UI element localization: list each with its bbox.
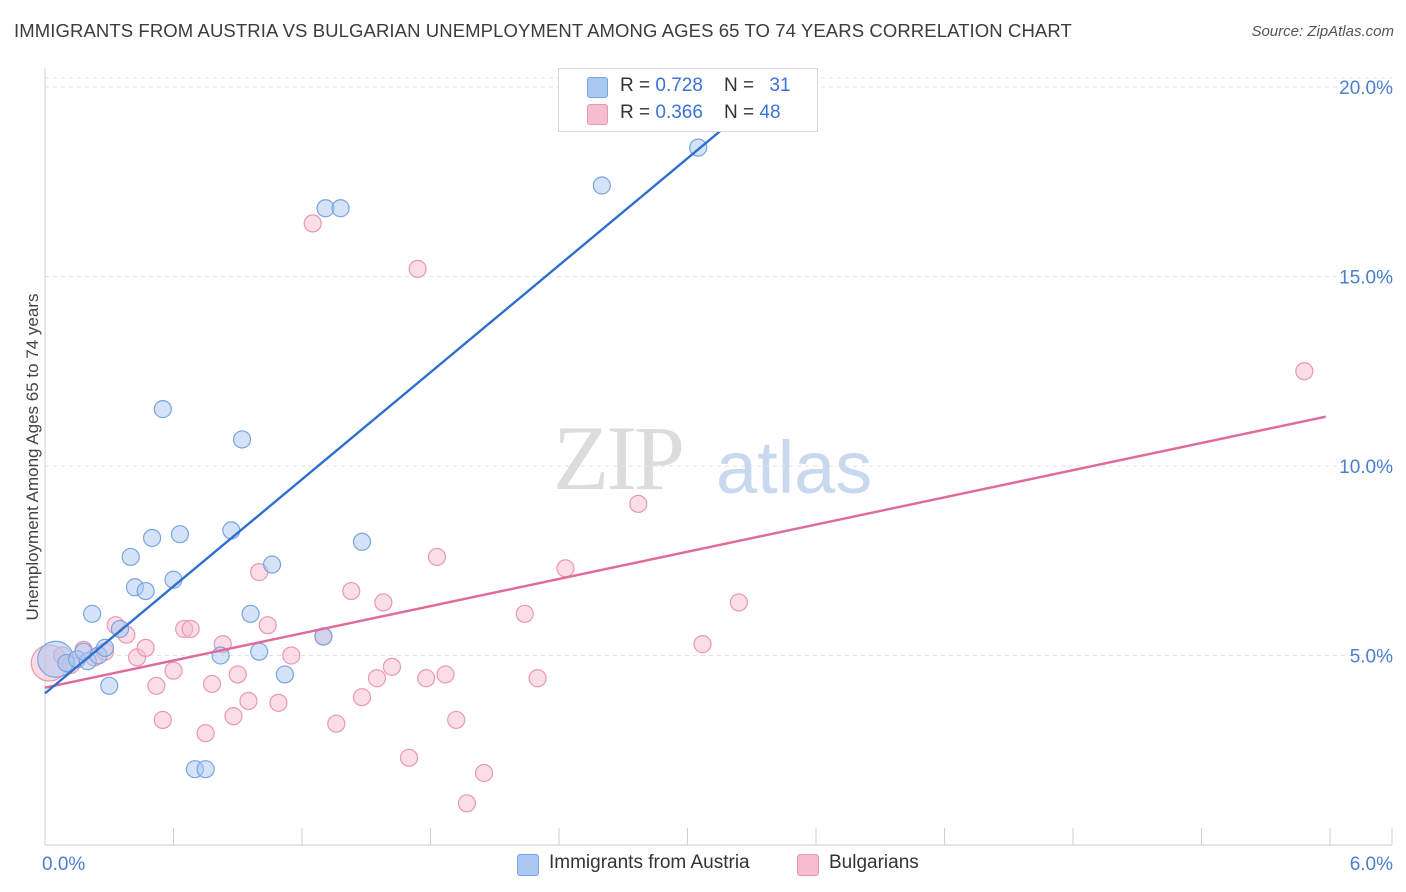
bulgarians-legend-swatch — [797, 854, 819, 876]
bulgarians-point — [352, 688, 372, 707]
bulgarians-point — [269, 693, 288, 712]
watermark-atlas: atlas — [716, 426, 873, 509]
austria-point — [121, 547, 140, 567]
bulgarians-point — [258, 616, 277, 635]
bulgarians-point — [342, 581, 361, 601]
bulgarians-points — [30, 214, 1314, 813]
n-label: N = — [724, 75, 760, 96]
bulgarians-point — [629, 494, 648, 513]
austria-point — [136, 581, 155, 601]
bulgarians-point — [153, 710, 172, 730]
austria-point — [232, 430, 252, 449]
n-value: 31 — [769, 75, 791, 96]
austria-legend-swatch — [517, 854, 539, 876]
bulgarians-point — [196, 724, 215, 743]
austria-point — [352, 532, 372, 551]
stats-legend: R = 0.728 N = 31 R = 0.366 N = 48 — [558, 68, 818, 132]
bulgarians-point — [228, 665, 247, 684]
bulgarians-point — [436, 665, 455, 684]
bulgarians-point — [224, 707, 243, 726]
bulgarians-point — [474, 763, 494, 783]
austria-point — [262, 555, 282, 574]
bulgarians-point — [556, 559, 575, 578]
legend-row-austria-text: R = 0.728 N = 31 — [620, 75, 791, 97]
y-tick-label: 15.0% — [1339, 267, 1393, 288]
legend-row-bulgarians-text: R = 0.366 N = 48 — [620, 102, 781, 124]
bulgarians-point — [382, 657, 402, 676]
bulgarians-point — [282, 646, 301, 665]
bulgarians-point — [447, 710, 466, 730]
bulgarians-point — [417, 669, 436, 688]
austria-point — [331, 199, 350, 218]
bulgarians-point — [1295, 362, 1314, 381]
y-tick-label: 10.0% — [1339, 457, 1393, 478]
n-label: N = — [724, 102, 760, 123]
bulgarians-swatch — [587, 104, 608, 125]
bulgarians-point — [239, 691, 258, 711]
bulgarians-point — [427, 547, 447, 567]
r-label: R = — [620, 102, 656, 123]
austria-point — [142, 528, 162, 548]
bulgarians-point — [327, 714, 346, 733]
bulgarians-point — [729, 593, 749, 612]
bulgarians-trend-line — [44, 415, 1326, 689]
bulgarians-point — [528, 669, 547, 688]
bulgarians-point — [136, 638, 155, 658]
y-tick-label: 5.0% — [1350, 646, 1393, 667]
chart-source: Source: ZipAtlas.com — [1251, 23, 1394, 40]
bulgarians-point — [457, 794, 477, 813]
austria-legend-label: Immigrants from Austria — [549, 852, 750, 873]
austria-point — [83, 604, 102, 623]
trend-lines — [44, 86, 1326, 695]
bulgarians-point — [399, 748, 419, 767]
axes — [44, 68, 1393, 846]
austria-point — [95, 638, 115, 658]
grid-lines — [45, 77, 1392, 656]
x-tick-label: 6.0% — [1350, 854, 1393, 875]
austria-point — [222, 521, 241, 540]
n-value: 48 — [759, 102, 781, 123]
austria-point — [153, 400, 172, 419]
austria-point — [250, 642, 269, 661]
x-tick-label: 0.0% — [42, 854, 85, 875]
austria-point — [196, 760, 215, 779]
bulgarians-point — [515, 604, 534, 623]
y-axis-label: Unemployment Among Ages 65 to 74 years — [23, 294, 42, 621]
bulgarians-point — [408, 259, 427, 278]
watermark-zip: ZIP — [553, 407, 685, 509]
y-tick-label: 20.0% — [1339, 78, 1393, 99]
bulgarians-point — [202, 674, 222, 694]
bulgarians-point — [181, 619, 200, 639]
bulgarians-point — [367, 669, 387, 688]
austria-swatch — [587, 77, 608, 98]
bulgarians-point — [147, 676, 166, 695]
tick-labels: 5.0% 10.0% 15.0% 20.0% 0.0% 6.0% — [42, 78, 1393, 875]
austria-trend-line — [44, 86, 774, 695]
r-label: R = — [620, 75, 656, 96]
austria-point — [100, 676, 119, 695]
bulgarians-point — [164, 661, 183, 680]
chart-title: IMMIGRANTS FROM AUSTRIA VS BULGARIAN UNE… — [14, 20, 1072, 41]
bulgarians-legend-label: Bulgarians — [829, 852, 919, 873]
austria-point — [241, 604, 260, 623]
bulgarians-point — [693, 635, 712, 654]
austria-point — [170, 525, 190, 544]
austria-point — [592, 176, 611, 195]
bulgarians-point — [374, 593, 393, 612]
bulgarians-point — [303, 214, 322, 233]
austria-point — [275, 665, 294, 684]
r-value: 0.728 — [655, 75, 703, 96]
r-value: 0.366 — [655, 102, 703, 123]
